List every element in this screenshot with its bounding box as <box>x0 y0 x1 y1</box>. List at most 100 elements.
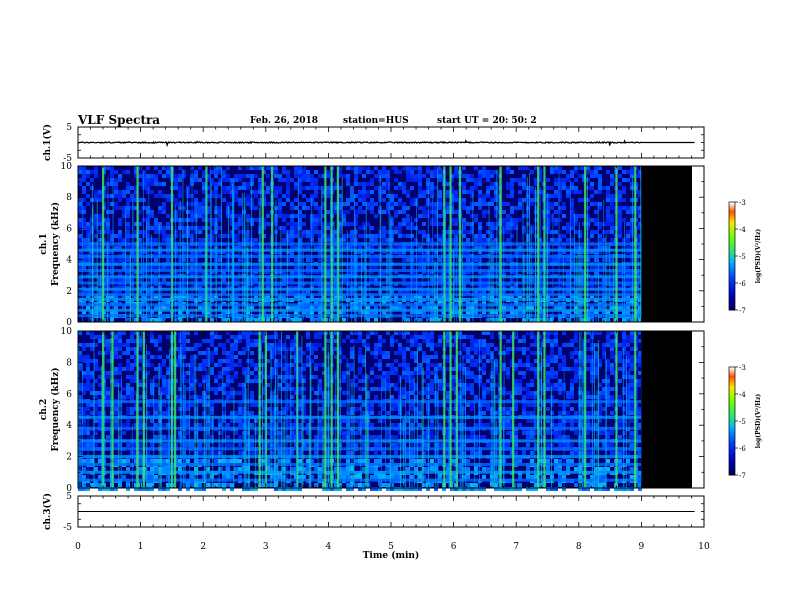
spectrogram-cell <box>342 202 346 206</box>
spectrogram-cell <box>202 359 206 363</box>
noise-streak <box>364 224 365 322</box>
spectrogram-cell <box>370 258 374 262</box>
spectrogram-cell <box>254 166 258 170</box>
spectrogram-cell <box>306 206 310 210</box>
spectrogram-cell <box>598 226 602 230</box>
spectrogram-cell <box>422 174 426 178</box>
spectrogram-cell <box>146 182 150 186</box>
spectrogram-cell <box>114 411 118 415</box>
spectrogram-cell <box>258 190 262 194</box>
spectrogram-cell <box>142 218 146 222</box>
spectrogram-cell <box>82 238 86 242</box>
spectrogram-cell <box>610 206 614 210</box>
spectrogram-cell <box>454 310 458 314</box>
spectrogram-cell <box>342 375 346 379</box>
spectrogram-cell <box>366 166 370 170</box>
spectrogram-cell <box>182 226 186 230</box>
spectrogram-cell <box>230 250 234 254</box>
spectrogram-cell <box>298 351 302 355</box>
spectrogram-cell <box>406 214 410 218</box>
spectrogram-cell <box>398 202 402 206</box>
spectrogram-cell <box>570 182 574 186</box>
noise-streak <box>379 174 381 322</box>
spectrogram-cell <box>82 226 86 230</box>
noise-streak <box>210 183 212 322</box>
spectrogram-cell <box>262 222 266 226</box>
spectrogram-cell <box>78 290 82 294</box>
spectrogram-cell <box>126 214 130 218</box>
spectrogram-cell <box>530 202 534 206</box>
spectrogram-cell <box>134 347 138 351</box>
spectrogram-cell <box>546 178 550 182</box>
spectrogram-cell <box>510 234 514 238</box>
noise-streak <box>92 208 94 322</box>
spectrogram-cell <box>262 411 266 415</box>
spectrogram-cell <box>374 214 378 218</box>
spectrogram-cell <box>626 178 630 182</box>
spectrogram-cell <box>250 190 254 194</box>
spectrogram-cell <box>446 306 450 310</box>
spectrogram-cell <box>354 178 358 182</box>
noise-streak <box>365 202 367 322</box>
spectrogram-cell <box>86 234 90 238</box>
noise-streak <box>636 229 638 322</box>
spectrogram-cell <box>522 198 526 202</box>
spectrogram-cell <box>198 202 202 206</box>
spectrogram-cell <box>566 258 570 262</box>
spectrogram-cell <box>162 459 166 463</box>
spectrogram-cell <box>322 194 326 198</box>
spectrogram-cell <box>238 475 242 479</box>
spectrogram-cell <box>86 387 90 391</box>
spectrogram-cell <box>270 483 274 487</box>
spectrogram-cell <box>422 310 426 314</box>
spectrogram-cell <box>246 166 250 170</box>
spectrogram-cell <box>186 339 190 343</box>
spectrogram-cell <box>354 483 358 487</box>
frequency-band <box>78 314 642 318</box>
spectrogram-cell <box>486 194 490 198</box>
spectrogram-cell <box>462 198 466 202</box>
noise-streak <box>251 178 252 322</box>
noise-streak <box>388 182 390 322</box>
spectrogram-cell <box>322 206 326 210</box>
noise-streak <box>558 173 560 322</box>
spectrogram-cell <box>162 375 166 379</box>
spectrogram-cell <box>306 443 310 447</box>
spectrogram-cell <box>370 198 374 202</box>
spectrogram-cell <box>530 190 534 194</box>
spectrogram-cell <box>154 182 158 186</box>
noise-streak <box>587 229 589 322</box>
spectrogram-cell <box>218 363 222 367</box>
spectrogram-cell <box>146 178 150 182</box>
spectrogram-cell <box>150 403 154 407</box>
spectrogram-cell <box>218 431 222 435</box>
spectrogram-cell <box>282 238 286 242</box>
spectrogram-cell <box>234 467 238 471</box>
spectrogram-cell <box>154 278 158 282</box>
spectrogram-cell <box>134 234 138 238</box>
spectrogram-cell <box>138 238 142 242</box>
spectrogram-cell <box>466 250 470 254</box>
burst-line <box>543 166 546 322</box>
spectrogram-cell <box>262 202 266 206</box>
spectrogram-cell <box>222 403 226 407</box>
spectrogram-cell <box>626 290 630 294</box>
spectrogram-cell <box>202 375 206 379</box>
spectrogram-cell <box>130 367 134 371</box>
spectrogram-cell <box>610 198 614 202</box>
spectrogram-cell <box>530 198 534 202</box>
spectrogram-cell <box>206 290 210 294</box>
spectrogram-cell <box>278 359 282 363</box>
spectrogram-cell <box>78 367 82 371</box>
spectrogram-cell <box>406 206 410 210</box>
spectrogram-cell <box>522 186 526 190</box>
spectrogram-cell <box>450 178 454 182</box>
spectrogram-cell <box>202 367 206 371</box>
spectrogram-cell <box>158 206 162 210</box>
spectrogram-cell <box>306 431 310 435</box>
spectrogram-cell <box>526 238 530 242</box>
spectrogram-cell <box>362 290 366 294</box>
spectrogram-cell <box>382 226 386 230</box>
spectrogram-cell <box>546 318 550 322</box>
spectrogram-cell <box>234 278 238 282</box>
